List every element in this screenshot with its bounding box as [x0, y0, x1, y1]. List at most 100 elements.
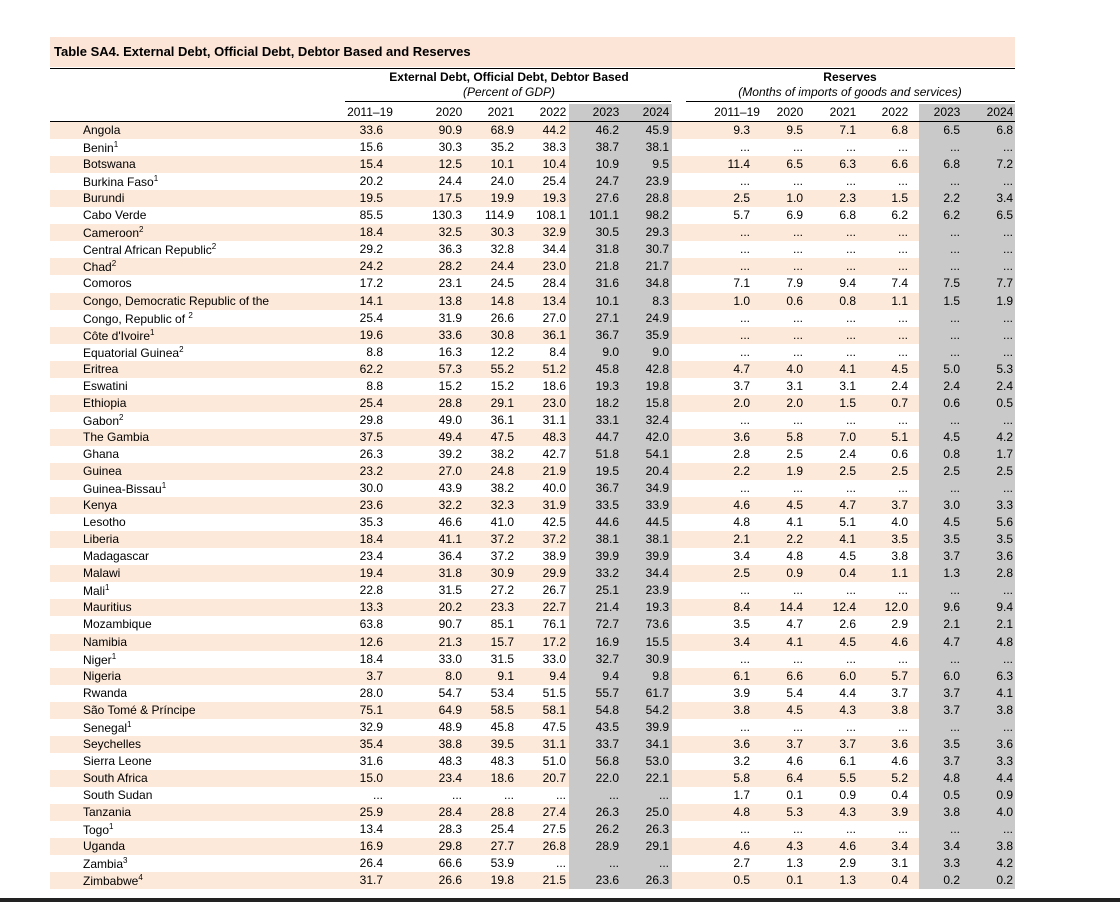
year-header: 2011–19	[347, 105, 393, 119]
data-cell: 1.9	[786, 464, 803, 478]
data-cell: 23.9	[645, 174, 669, 189]
data-cell: 66.6	[438, 856, 462, 871]
data-cell: 4.5	[839, 634, 856, 649]
data-cell: 3.4	[996, 191, 1013, 206]
data-cell: 15.2	[490, 378, 514, 393]
data-cell: 26.3	[595, 805, 619, 819]
data-cell: 32.8	[490, 242, 514, 257]
group-subtitle: (Months of imports of goods and services…	[738, 85, 962, 99]
footnote-mark: 1	[150, 327, 155, 337]
data-cell: 31.9	[542, 498, 566, 513]
data-cell: 5.7	[891, 668, 908, 683]
data-cell: 9.4	[602, 668, 619, 683]
data-cell: ...	[739, 174, 750, 189]
data-cell: 9.4	[996, 600, 1013, 615]
data-cell: 3.8	[733, 702, 750, 717]
data-cell: 0.9	[996, 787, 1013, 802]
country-label: Angola	[83, 123, 121, 137]
data-cell: 30.3	[490, 225, 514, 240]
data-cell: 3.7	[733, 378, 750, 393]
data-cell: 26.3	[645, 822, 669, 837]
data-cell: 31.5	[438, 583, 462, 598]
data-cell: 5.2	[891, 770, 908, 785]
data-cell: ...	[792, 327, 803, 342]
data-cell: 33.7	[595, 736, 619, 751]
data-cell: 23.9	[645, 583, 669, 598]
data-cell: 23.6	[595, 873, 619, 888]
data-cell: ...	[949, 583, 960, 598]
data-cell: 4.6	[891, 634, 908, 649]
data-cell: 30.7	[645, 242, 669, 257]
row-stripe	[50, 599, 1015, 617]
data-cell: 21.4	[595, 600, 619, 615]
data-cell: 38.2	[490, 446, 514, 461]
country-label: Mali	[83, 584, 106, 599]
data-cell: 14.8	[490, 293, 514, 308]
data-cell: 25.4	[490, 822, 514, 837]
data-cell: 10.9	[595, 157, 619, 172]
data-cell: ...	[949, 174, 960, 189]
country-label: Benin	[83, 141, 114, 156]
row-stripe	[50, 258, 1015, 276]
data-cell: 29.8	[359, 412, 383, 427]
footnote-mark: 1	[153, 174, 159, 184]
footnote-mark: 3	[123, 856, 128, 866]
data-cell: ...	[897, 822, 908, 837]
country-name: Nigeria	[83, 669, 121, 683]
data-cell: 6.2	[943, 208, 960, 223]
country-name: Equatorial Guinea2	[83, 345, 184, 360]
data-cell: ...	[451, 787, 462, 802]
data-cell: 13.3	[359, 600, 383, 615]
data-cell: 9.5	[652, 157, 669, 172]
data-cell: ...	[897, 225, 908, 240]
data-cell: 17.5	[438, 191, 462, 206]
country-name: Malawi	[83, 566, 120, 580]
data-cell: 2.5	[996, 464, 1013, 478]
data-cell: 42.7	[542, 446, 566, 461]
data-cell: 4.6	[839, 839, 856, 854]
year-header: 2020	[776, 105, 804, 119]
country-name: Liberia	[83, 532, 119, 546]
data-cell: 19.6	[359, 327, 383, 342]
data-cell: 46.6	[438, 515, 462, 530]
group-title: External Debt, Official Debt, Debtor Bas…	[389, 70, 629, 84]
year-header: 2024	[642, 105, 670, 119]
data-cell: 4.1	[996, 685, 1013, 700]
footnote-mark: 1	[113, 140, 119, 150]
data-cell: 23.3	[490, 600, 514, 615]
data-cell: 29.9	[542, 566, 566, 581]
footnote-mark: 2	[119, 412, 124, 422]
data-cell: ...	[897, 719, 908, 734]
data-cell: 8.8	[366, 378, 383, 393]
country-name: Mali1	[83, 583, 109, 598]
data-cell: 23.6	[359, 498, 383, 513]
data-cell: 30.8	[490, 327, 514, 342]
data-cell: 42.0	[645, 429, 669, 444]
data-cell: 23.2	[359, 464, 383, 478]
data-cell: 2.2	[943, 191, 960, 206]
data-cell: 3.7	[891, 685, 908, 700]
footnote-mark: 1	[105, 583, 110, 593]
data-cell: ...	[503, 787, 514, 802]
data-cell: 26.7	[542, 583, 566, 598]
data-cell: ...	[897, 481, 908, 496]
data-cell: 41.0	[490, 515, 514, 530]
data-cell: 61.7	[645, 685, 669, 700]
data-cell: 6.5	[786, 157, 803, 172]
country-label: Cabo Verde	[83, 208, 147, 223]
data-cell: 9.1	[497, 668, 514, 683]
data-cell: 23.0	[542, 395, 566, 410]
data-cell: 5.1	[839, 515, 856, 530]
data-cell: 6.6	[891, 157, 908, 172]
country-name: Botswana	[83, 157, 136, 171]
data-cell: 5.4	[786, 685, 803, 700]
footnote-mark: 2	[211, 242, 217, 252]
data-cell: 2.5	[733, 191, 750, 206]
data-cell: 48.9	[438, 719, 462, 734]
group-subtitle: (Percent of GDP)	[462, 85, 556, 99]
data-cell: 34.9	[645, 481, 669, 496]
data-cell: 5.7	[733, 208, 750, 223]
country-name: Eritrea	[83, 362, 118, 376]
data-cell: 32.7	[595, 651, 619, 666]
data-cell: 0.5	[996, 395, 1013, 410]
